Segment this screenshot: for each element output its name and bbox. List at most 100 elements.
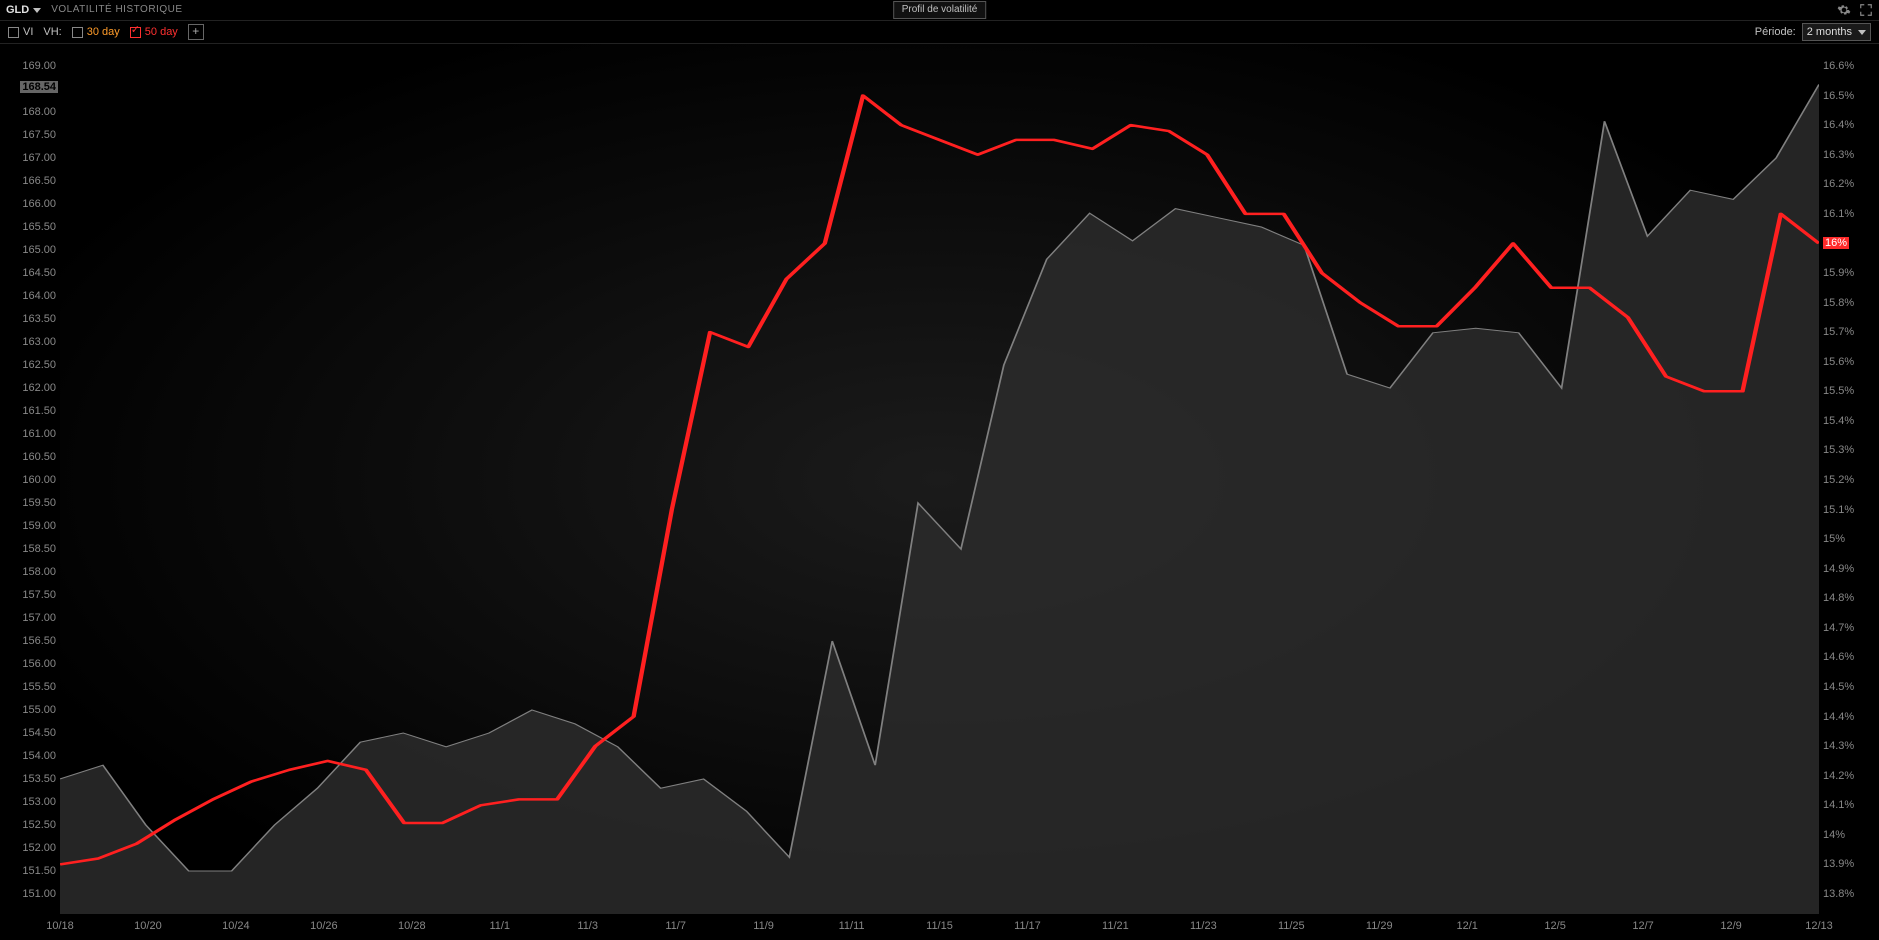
period-label: Période: bbox=[1755, 21, 1796, 43]
x-tick: 10/26 bbox=[310, 920, 338, 932]
x-tick: 12/9 bbox=[1720, 920, 1741, 932]
chart-svg bbox=[60, 44, 1819, 914]
y-left-tick: 151.00 bbox=[4, 888, 56, 900]
period-dropdown[interactable]: 2 months bbox=[1802, 23, 1871, 41]
y-right-tick: 14.1% bbox=[1823, 799, 1875, 811]
y-right-tick: 16.6% bbox=[1823, 60, 1875, 72]
y-right-tick: 16.4% bbox=[1823, 119, 1875, 131]
expand-icon[interactable] bbox=[1859, 3, 1873, 17]
x-tick: 10/18 bbox=[46, 920, 74, 932]
y-right-tick: 13.9% bbox=[1823, 858, 1875, 870]
y-left-tick: 152.50 bbox=[4, 819, 56, 831]
y-left-tick: 159.00 bbox=[4, 520, 56, 532]
x-tick: 10/24 bbox=[222, 920, 250, 932]
y-right-tick: 14.3% bbox=[1823, 740, 1875, 752]
x-axis: 10/1810/2010/2410/2610/2811/111/311/711/… bbox=[60, 920, 1819, 934]
y-left-tick: 157.00 bbox=[4, 612, 56, 624]
y-left-tick: 169.00 bbox=[4, 60, 56, 72]
y-left-tick: 154.00 bbox=[4, 750, 56, 762]
y-right-tick: 14.9% bbox=[1823, 563, 1875, 575]
y-right-tick: 15.7% bbox=[1823, 326, 1875, 338]
y-left-tick: 151.50 bbox=[4, 865, 56, 877]
y-axis-right: 16.6%16.5%16.4%16.3%16.2%16.1%16%15.9%15… bbox=[1823, 44, 1875, 940]
plot-area[interactable] bbox=[60, 44, 1819, 914]
y-left-tick: 153.00 bbox=[4, 796, 56, 808]
x-tick: 12/7 bbox=[1632, 920, 1653, 932]
checkbox-checked-icon bbox=[130, 27, 141, 38]
y-left-tick: 156.00 bbox=[4, 658, 56, 670]
price-area bbox=[60, 84, 1819, 914]
y-right-tick: 15.2% bbox=[1823, 474, 1875, 486]
vh-label: VH: bbox=[43, 21, 61, 43]
y-left-tick: 158.00 bbox=[4, 566, 56, 578]
y-left-tick: 152.00 bbox=[4, 842, 56, 854]
y-right-tick: 15.6% bbox=[1823, 356, 1875, 368]
y-right-tick: 15.4% bbox=[1823, 415, 1875, 427]
titlebar: GLD VOLATILITÉ HISTORIQUE Profil de vola… bbox=[0, 0, 1879, 21]
x-tick: 11/29 bbox=[1366, 920, 1393, 932]
50day-label: 50 day bbox=[145, 21, 178, 43]
x-tick: 11/11 bbox=[839, 920, 865, 932]
y-right-tick: 16.5% bbox=[1823, 90, 1875, 102]
50day-checkbox[interactable]: 50 day bbox=[130, 21, 178, 43]
window-subtitle: VOLATILITÉ HISTORIQUE bbox=[51, 0, 182, 20]
y-left-tick: 164.00 bbox=[4, 290, 56, 302]
x-tick: 11/17 bbox=[1014, 920, 1041, 932]
y-right-tick: 13.8% bbox=[1823, 888, 1875, 900]
y-left-tick: 163.00 bbox=[4, 336, 56, 348]
y-right-tick: 14.4% bbox=[1823, 711, 1875, 723]
vi-checkbox[interactable]: VI bbox=[8, 21, 33, 43]
y-right-tick: 16.1% bbox=[1823, 208, 1875, 220]
x-tick: 11/9 bbox=[753, 920, 774, 932]
x-tick: 11/21 bbox=[1102, 920, 1129, 932]
y-left-tick: 167.50 bbox=[4, 129, 56, 141]
y-axis-left: 169.00168.50168.00167.50167.00166.50166.… bbox=[4, 44, 56, 940]
y-right-tick: 15.3% bbox=[1823, 444, 1875, 456]
y-left-tick: 167.00 bbox=[4, 152, 56, 164]
y-left-tick: 160.00 bbox=[4, 474, 56, 486]
volatility-profile-button[interactable]: Profil de volatilité bbox=[893, 1, 987, 19]
x-tick: 12/1 bbox=[1456, 920, 1477, 932]
y-left-tick: 162.50 bbox=[4, 359, 56, 371]
vi-label: VI bbox=[23, 21, 33, 43]
y-left-tick: 159.50 bbox=[4, 497, 56, 509]
y-left-tick: 162.00 bbox=[4, 382, 56, 394]
y-left-tick: 155.00 bbox=[4, 704, 56, 716]
y-left-tick: 166.50 bbox=[4, 175, 56, 187]
y-left-tick: 165.50 bbox=[4, 221, 56, 233]
y-left-tick: 165.00 bbox=[4, 244, 56, 256]
y-left-tick: 163.50 bbox=[4, 313, 56, 325]
y-right-tick: 14.7% bbox=[1823, 622, 1875, 634]
chevron-down-icon bbox=[33, 8, 41, 13]
gear-icon[interactable] bbox=[1837, 3, 1851, 17]
y-left-tick: 157.50 bbox=[4, 589, 56, 601]
y-left-tick: 168.00 bbox=[4, 106, 56, 118]
y-left-tick: 166.00 bbox=[4, 198, 56, 210]
y-right-tick: 16.3% bbox=[1823, 149, 1875, 161]
symbol-dropdown[interactable]: GLD bbox=[6, 0, 41, 20]
y-left-tick: 161.00 bbox=[4, 428, 56, 440]
add-series-button[interactable]: + bbox=[188, 24, 204, 40]
x-tick: 11/7 bbox=[665, 920, 686, 932]
checkbox-icon bbox=[8, 27, 19, 38]
x-tick: 11/23 bbox=[1190, 920, 1217, 932]
y-right-marker: 16% bbox=[1823, 237, 1849, 249]
y-right-tick: 14.2% bbox=[1823, 770, 1875, 782]
x-tick: 10/20 bbox=[134, 920, 162, 932]
x-tick: 11/15 bbox=[926, 920, 953, 932]
y-left-tick: 161.50 bbox=[4, 405, 56, 417]
toolbar: VI VH: 30 day 50 day + Période: 2 months bbox=[0, 21, 1879, 44]
x-tick: 12/13 bbox=[1805, 920, 1833, 932]
y-right-tick: 15.9% bbox=[1823, 267, 1875, 279]
symbol-label: GLD bbox=[6, 0, 29, 20]
y-right-tick: 14.6% bbox=[1823, 651, 1875, 663]
y-left-tick: 160.50 bbox=[4, 451, 56, 463]
chart-container: 169.00168.50168.00167.50167.00166.50166.… bbox=[0, 44, 1879, 940]
x-tick: 11/1 bbox=[489, 920, 510, 932]
x-tick: 12/5 bbox=[1544, 920, 1565, 932]
x-tick: 10/28 bbox=[398, 920, 426, 932]
chevron-down-icon bbox=[1858, 30, 1866, 35]
30day-checkbox[interactable]: 30 day bbox=[72, 21, 120, 43]
y-left-tick: 156.50 bbox=[4, 635, 56, 647]
y-left-marker: 168.54 bbox=[20, 81, 58, 93]
